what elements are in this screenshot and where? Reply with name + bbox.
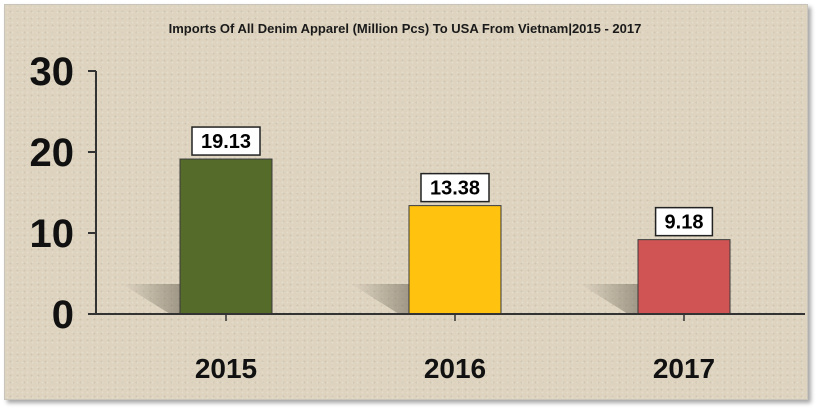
bar-2017: [637, 239, 731, 315]
data-labels: 19.13 13.38 9.18: [191, 126, 714, 237]
bar-shadow: [580, 284, 638, 314]
x-tick-label: 2015: [195, 353, 257, 384]
y-ticks: 0 10 20 30: [30, 50, 96, 337]
axes: [95, 71, 805, 315]
x-tick-label: 2017: [653, 353, 715, 384]
data-label: 9.18: [665, 212, 704, 234]
bar-shadows: [122, 284, 638, 314]
bar-shadow: [122, 284, 180, 314]
data-label-box: [191, 126, 261, 156]
bar-2016: [408, 205, 502, 315]
y-tick-label: 20: [30, 131, 75, 175]
bar-2015: [179, 158, 273, 315]
x-tick-label: 2016: [424, 353, 486, 384]
chart-frame: Imports Of All Denim Apparel (Million Pc…: [4, 4, 808, 400]
chart-title: Imports Of All Denim Apparel (Million Pc…: [169, 21, 642, 36]
x-ticks: 2015 2016 2017: [195, 314, 715, 384]
bar-shadow: [351, 284, 409, 314]
y-tick-label: 30: [30, 50, 75, 94]
data-label-box: [654, 206, 714, 237]
data-label: 13.38: [430, 178, 480, 200]
data-label-box: [420, 172, 490, 203]
bar-chart: Imports Of All Denim Apparel (Million Pc…: [30, 21, 805, 384]
y-tick-label: 10: [30, 212, 75, 256]
data-label: 19.13: [201, 131, 251, 153]
y-tick-label: 0: [52, 293, 74, 337]
